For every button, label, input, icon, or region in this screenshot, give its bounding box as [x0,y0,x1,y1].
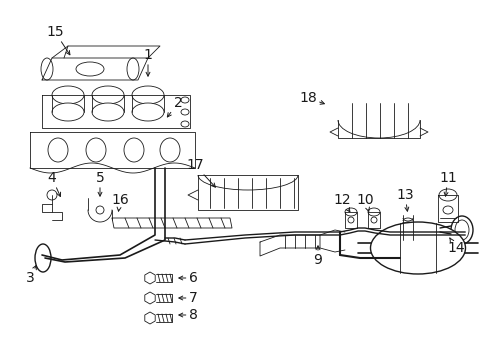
Text: 13: 13 [395,188,413,211]
Polygon shape [144,272,155,284]
Ellipse shape [132,86,163,104]
Ellipse shape [92,86,124,104]
Text: 7: 7 [179,291,197,305]
Ellipse shape [442,206,452,214]
Ellipse shape [450,216,472,244]
Ellipse shape [367,208,379,216]
Ellipse shape [370,217,376,223]
Text: 4: 4 [47,171,61,197]
Text: 10: 10 [355,193,373,211]
Text: 8: 8 [179,308,197,322]
Text: 17: 17 [186,158,215,187]
Ellipse shape [127,58,139,80]
Ellipse shape [181,121,189,127]
Ellipse shape [96,206,104,214]
Polygon shape [144,292,155,304]
Text: 5: 5 [96,171,104,196]
Ellipse shape [454,220,468,240]
Polygon shape [144,312,155,324]
Ellipse shape [35,244,51,272]
Ellipse shape [347,217,353,223]
Ellipse shape [438,189,456,201]
Ellipse shape [41,58,53,80]
Text: 11: 11 [438,171,456,196]
Text: 6: 6 [179,271,197,285]
Ellipse shape [92,103,124,121]
Ellipse shape [181,97,189,103]
Text: 1: 1 [143,48,152,76]
Ellipse shape [370,222,465,274]
Ellipse shape [52,103,84,121]
Text: 12: 12 [332,193,350,212]
Text: 18: 18 [299,91,324,105]
Ellipse shape [47,190,57,200]
Text: 9: 9 [313,246,322,267]
Ellipse shape [52,86,84,104]
Text: 3: 3 [25,265,36,285]
Ellipse shape [124,138,143,162]
Ellipse shape [86,138,106,162]
Text: 15: 15 [46,25,70,55]
Ellipse shape [132,103,163,121]
Text: 2: 2 [167,96,182,117]
Ellipse shape [48,138,68,162]
Ellipse shape [345,208,356,216]
Text: 14: 14 [446,238,464,255]
Ellipse shape [181,109,189,115]
Ellipse shape [76,62,104,76]
Ellipse shape [160,138,180,162]
Text: 16: 16 [111,193,129,211]
